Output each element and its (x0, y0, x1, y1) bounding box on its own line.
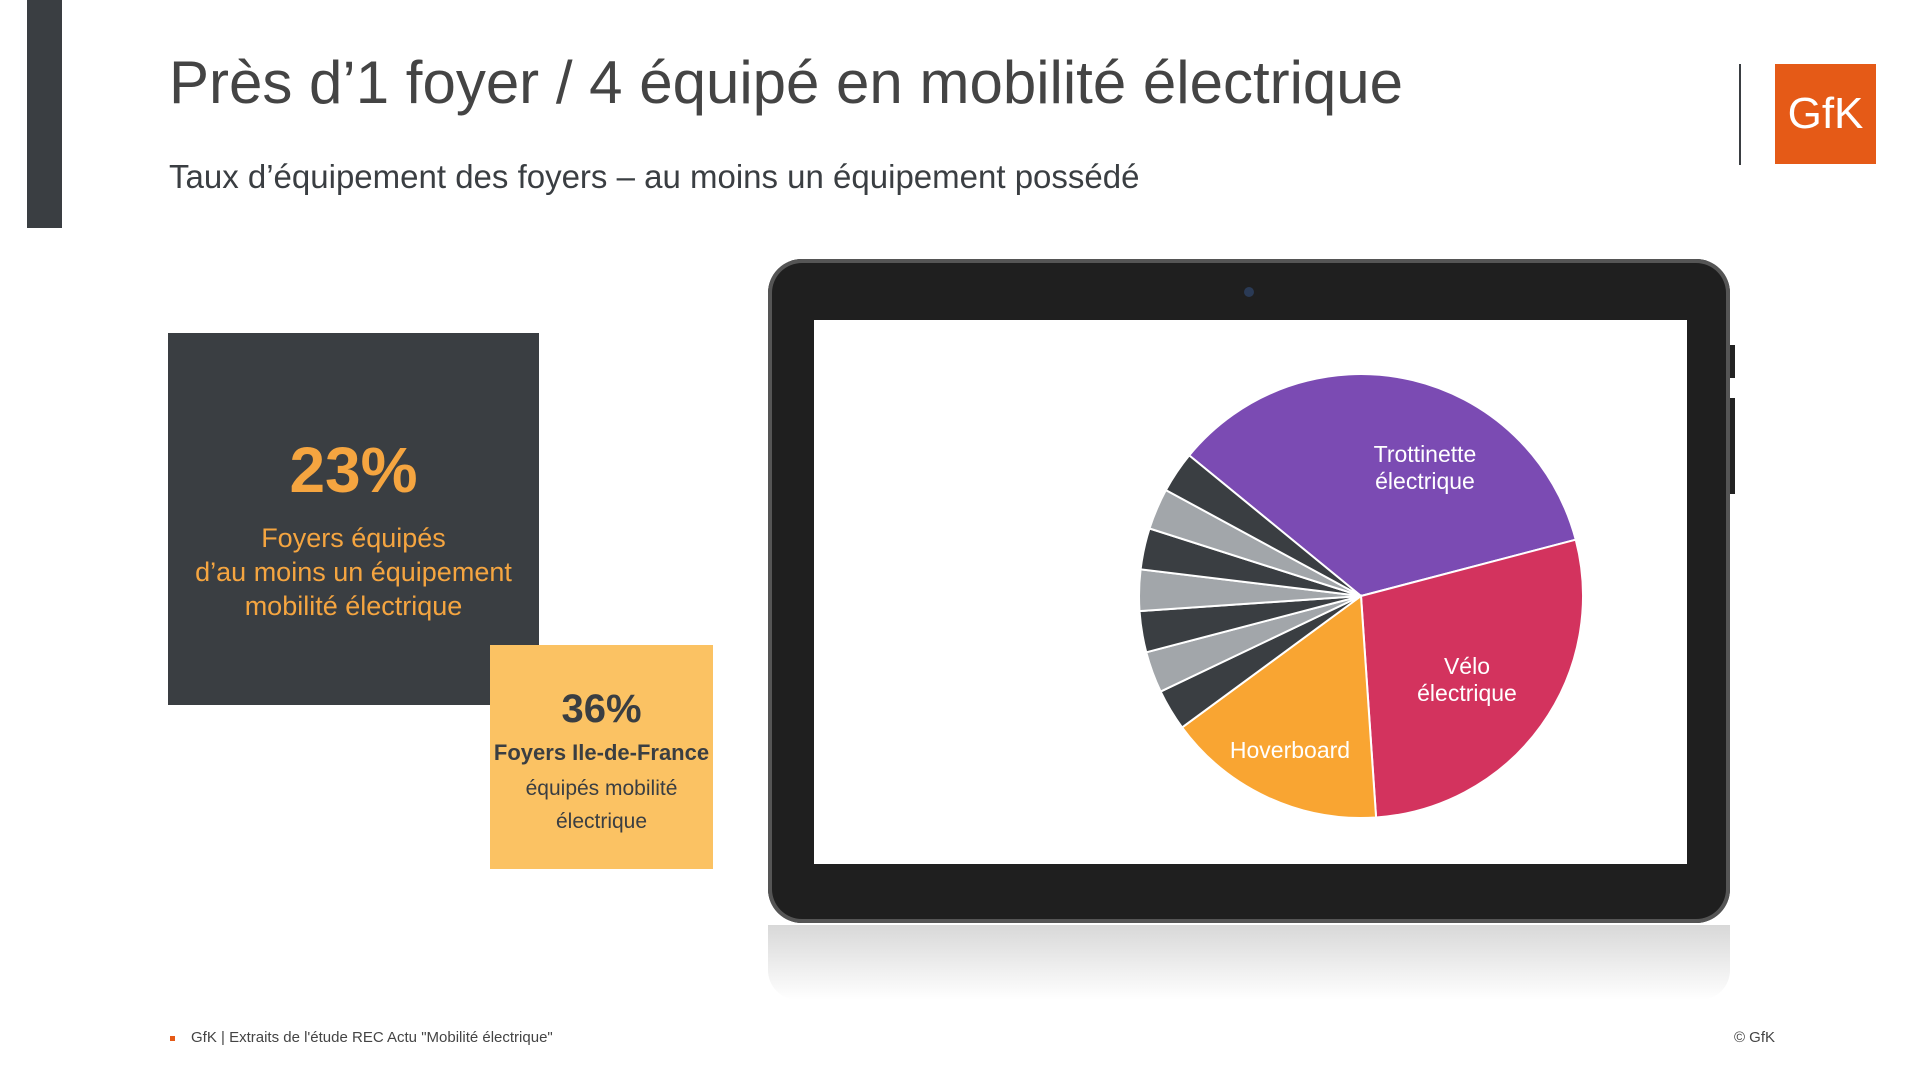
slice-label: Vélo électrique (1417, 653, 1517, 706)
subtitle: Taux d’équipement des foyers – au moins … (169, 158, 1140, 195)
stat-label: équipés mobilité électrique (490, 772, 713, 838)
stat-label-line: mobilité électrique (244, 591, 463, 621)
footer-source: GfK | Extraits de l'étude REC Actu "Mobi… (191, 1029, 553, 1046)
tablet-reflection (768, 925, 1730, 1000)
stat-label-line: équipés mobilité (525, 777, 678, 800)
stat-box: 23% Foyers équipés d’au moins un équipeme… (168, 333, 539, 705)
title: Près d’1 foyer / 4 équipé en mobilité él… (169, 49, 1404, 116)
logo: GfK (1775, 64, 1876, 164)
logo-divider (1739, 64, 1741, 165)
stat-value: 36% (561, 687, 642, 731)
tablet-button (1730, 398, 1735, 494)
camera (1244, 287, 1254, 297)
pie-slice (1359, 538, 1584, 819)
tablet-button (1730, 345, 1735, 378)
stat-box: 36% Foyers Ile-de-France équipés mobilit… (490, 645, 713, 869)
bullet (170, 1036, 175, 1041)
stat-value: 23% (289, 434, 418, 506)
stat-label-line: Foyers équipés (261, 523, 446, 553)
stat-label-line: électrique (555, 810, 648, 833)
slice-label: Trottinette électrique (1373, 441, 1477, 494)
footer-copyright: © GfK (1733, 1029, 1775, 1046)
accent-bar (27, 0, 62, 228)
slice-label: Hoverboard (1229, 737, 1351, 763)
pie-slice (1164, 453, 1362, 597)
stat-label: Foyers équipés d’au moins un équipement mo… (168, 521, 539, 623)
stat-label-line: d’au moins un équipement (195, 557, 512, 587)
pie-slice (1180, 594, 1378, 819)
stat-label-bold: Foyers Ile-de-France (493, 740, 710, 765)
pie-slice (1187, 373, 1577, 598)
